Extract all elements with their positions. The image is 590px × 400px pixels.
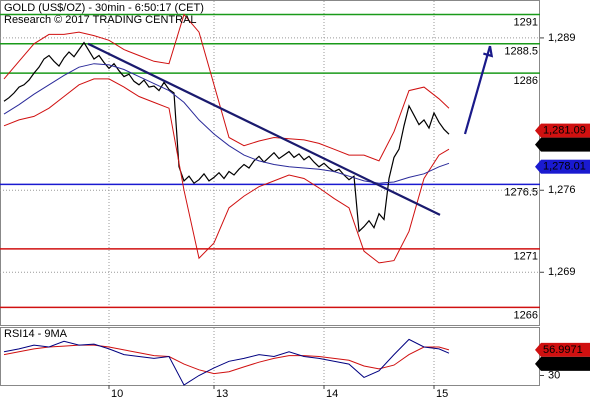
rsi-panel	[0, 327, 540, 386]
price-tag	[541, 342, 590, 357]
price-tag-label: 1,280.78	[543, 139, 586, 151]
x-tick-label: 15	[436, 388, 448, 400]
level-label: 1266	[514, 309, 538, 321]
level-label: 1286	[514, 75, 538, 87]
price-tag-marker	[535, 356, 541, 371]
x-tick-label: 10	[111, 388, 123, 400]
series-line	[87, 42, 441, 216]
arrow-head	[483, 45, 494, 58]
x-tick-label: 13	[216, 388, 228, 400]
series-line	[3, 344, 450, 375]
price-tag-marker	[535, 123, 541, 138]
price-tag-marker	[535, 137, 541, 152]
level-label: 1271	[514, 251, 538, 263]
arrow-line	[463, 45, 492, 135]
series-line	[3, 338, 450, 386]
y-tick-label: 1,289	[548, 32, 576, 44]
price-tag-label: 1,278.01	[543, 161, 586, 173]
level-label: 1288.5	[504, 46, 538, 58]
series-line	[3, 63, 450, 184]
series-line	[3, 78, 450, 264]
price-tag-label: 53.465	[543, 358, 577, 370]
price-tag-label: 56.9971	[543, 344, 583, 356]
series-line	[3, 13, 450, 162]
price-tag	[541, 159, 590, 174]
price-tag-marker	[535, 342, 541, 357]
price-tag	[541, 137, 590, 152]
price-tag	[541, 356, 590, 371]
rsi-title: RSI14 - 9MA	[4, 328, 68, 340]
y-tick-label: 1,276	[548, 184, 576, 196]
level-label: 1291	[514, 16, 538, 28]
price-panel	[0, 0, 540, 326]
price-tag-marker	[535, 159, 541, 174]
price-tag	[541, 123, 590, 138]
level-label: 1276.5	[504, 186, 538, 198]
y-tick-label: 30	[548, 369, 560, 381]
price-tag-label: 1,281.09	[543, 125, 586, 137]
series-line	[3, 41, 450, 233]
x-tick-label: 14	[326, 388, 338, 400]
chart-subtitle: Research © 2017 TRADING CENTRAL	[4, 14, 197, 26]
y-tick-label: 1,269	[548, 266, 576, 278]
chart-title: GOLD (US$/OZ) - 30min - 6:50:17 (CET)	[4, 2, 204, 14]
